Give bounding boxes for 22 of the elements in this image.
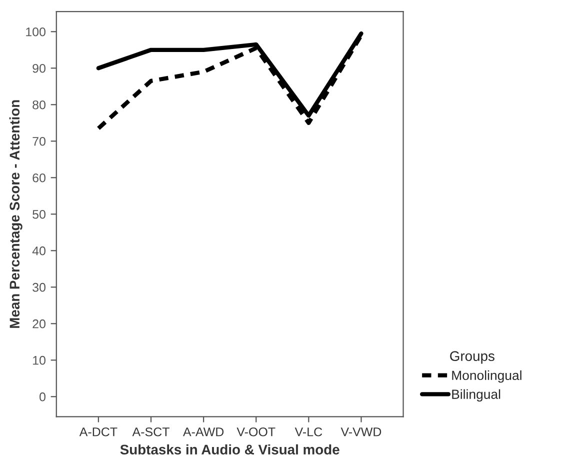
x-tick-label: A-AWD: [182, 428, 224, 436]
x-tick-label: A-SCT: [132, 427, 170, 436]
y-tick-label: 30: [32, 282, 46, 292]
y-tick-label: 40: [32, 246, 46, 256]
legend-label: Monolingual: [452, 370, 522, 383]
x-axis-title: Subtasks in Audio & Visual mode: [120, 444, 340, 455]
x-tick-label: V-VWD: [340, 428, 382, 436]
y-tick-label: 90: [32, 64, 46, 73]
legend-label: Bilingual: [452, 389, 500, 402]
y-tick-label: 70: [32, 136, 46, 146]
y-tick-label: 60: [32, 173, 46, 182]
x-tick-label: A-DCT: [79, 427, 118, 436]
legend-title: Groups: [450, 351, 494, 364]
y-tick-label: 0: [40, 392, 46, 402]
y-tick-label: 100: [26, 27, 46, 36]
y-axis-title: Mean Percentage Score - Attention: [9, 100, 22, 328]
y-tick-label: 10: [33, 356, 46, 365]
x-tick-label: V-LC: [294, 427, 322, 436]
x-tick-label: V-OOT: [236, 427, 276, 436]
y-tick-label: 80: [32, 100, 46, 110]
y-tick-label: 20: [32, 319, 46, 328]
y-tick-label: 50: [32, 210, 46, 219]
